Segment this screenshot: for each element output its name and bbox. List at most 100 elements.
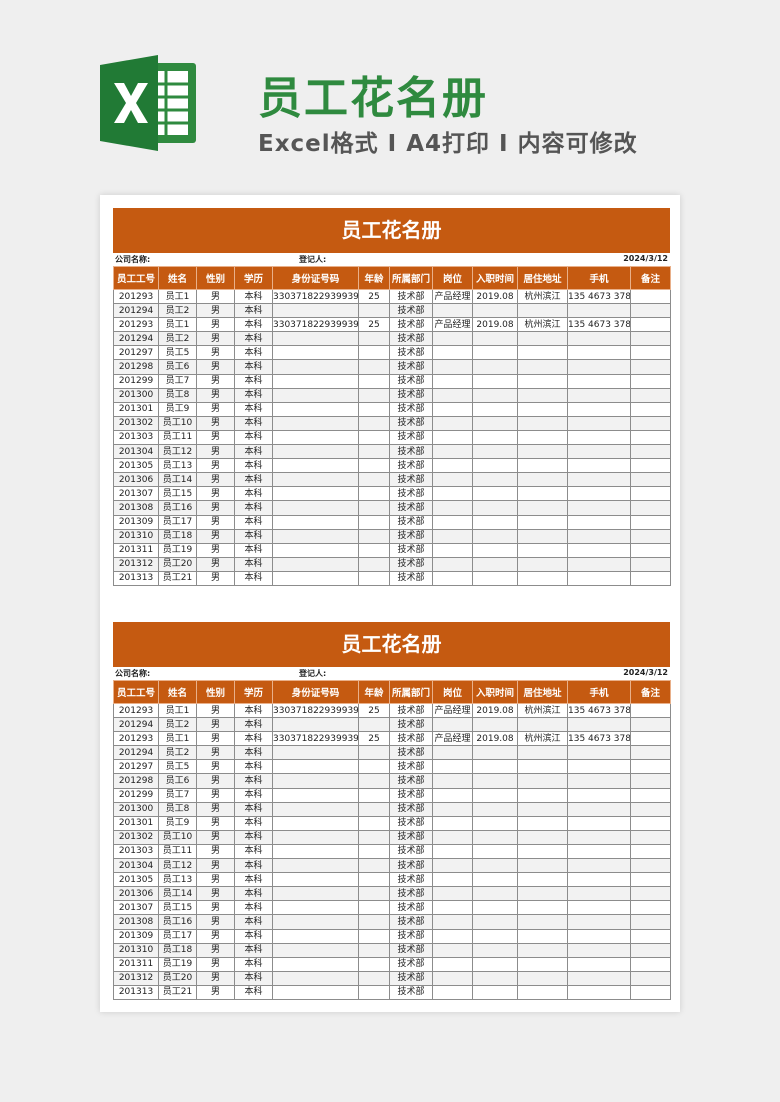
cell: 135 4673 3782 <box>567 702 631 719</box>
cell: 201306 <box>113 472 159 488</box>
staff-row: 201297 员工5 男本科 技术部 <box>113 759 671 775</box>
cell: 男 <box>196 444 235 460</box>
cell: 员工5 <box>158 345 197 361</box>
cell <box>358 801 390 817</box>
cell: 员工13 <box>158 872 197 888</box>
cell: 男 <box>196 556 235 572</box>
cell: 男 <box>196 787 235 803</box>
cell <box>630 731 671 747</box>
cell <box>432 415 473 431</box>
cell <box>630 858 671 874</box>
cell <box>358 345 390 361</box>
column-header: 员工工号 <box>113 680 159 704</box>
staff-row: 201313 员工21 男本科 技术部 <box>113 984 671 1000</box>
cell: 员工1 <box>158 317 197 333</box>
cell <box>472 486 518 502</box>
date: 2024/3/12 <box>623 254 668 263</box>
cell <box>272 444 359 460</box>
cell <box>630 787 671 803</box>
cell: 201311 <box>113 542 159 558</box>
cell <box>472 970 518 986</box>
cell <box>630 331 671 347</box>
cell <box>272 359 359 375</box>
cell <box>358 970 390 986</box>
cell: 本科 <box>234 444 273 460</box>
cell <box>472 801 518 817</box>
cell: 2019.08 <box>472 288 518 305</box>
staff-row: 201293员工1男本科33037182293993999925技术部产品经理2… <box>113 288 671 305</box>
cell <box>567 303 631 319</box>
cell: 本科 <box>234 514 273 530</box>
cell <box>517 429 568 446</box>
cell: 201308 <box>113 914 159 930</box>
cell <box>358 843 390 860</box>
cell: 本科 <box>234 288 273 305</box>
cell <box>432 759 473 775</box>
cell <box>358 914 390 930</box>
cell <box>567 570 631 586</box>
cell: 201293 <box>113 702 159 719</box>
cell <box>567 829 631 845</box>
cell <box>630 415 671 431</box>
cell: 201293 <box>113 317 159 333</box>
cell: 男 <box>196 288 235 305</box>
cell <box>630 556 671 572</box>
cell <box>432 345 473 361</box>
cell: 员工2 <box>158 717 197 733</box>
cell: 男 <box>196 717 235 733</box>
cell: 201293 <box>113 288 159 305</box>
cell: 员工2 <box>158 303 197 319</box>
cell: 本科 <box>234 331 273 347</box>
staff-row: 201294 员工2 男本科 技术部 <box>113 717 671 733</box>
cell: 男 <box>196 542 235 558</box>
cell <box>517 900 568 916</box>
paper: 员工花名册 公司名称: 登记人: 2024/3/12 员工工号 姓名 性别 学历 身份证号码 年龄… <box>100 195 680 1012</box>
cell: 男 <box>196 359 235 375</box>
cell: 201294 <box>113 745 159 761</box>
cell <box>272 928 359 944</box>
cell <box>517 970 568 986</box>
cell <box>567 914 631 930</box>
cell: 技术部 <box>389 570 433 586</box>
cell: 本科 <box>234 886 273 902</box>
cell <box>517 331 568 347</box>
cell <box>630 702 671 719</box>
cell: 员工11 <box>158 429 197 446</box>
cell <box>517 373 568 389</box>
cell: 技术部 <box>389 759 433 775</box>
column-header: 岗位 <box>432 680 473 704</box>
cell <box>472 942 518 958</box>
cell <box>358 444 390 460</box>
cell: 25 <box>358 702 390 719</box>
column-header: 身份证号码 <box>272 266 359 290</box>
cell <box>272 843 359 860</box>
cell <box>630 359 671 375</box>
cell: 201301 <box>113 815 159 831</box>
cell <box>472 787 518 803</box>
cell <box>472 429 518 446</box>
cell <box>630 373 671 389</box>
cell <box>630 472 671 488</box>
cell <box>272 373 359 389</box>
cell: 201297 <box>113 759 159 775</box>
staff-row: 201298 员工6 男本科 技术部 <box>113 773 671 789</box>
cell: 201300 <box>113 801 159 817</box>
cell <box>272 556 359 572</box>
cell: 201297 <box>113 345 159 361</box>
cell <box>517 928 568 944</box>
cell <box>517 415 568 431</box>
cell <box>517 486 568 502</box>
cell: 员工7 <box>158 787 197 803</box>
cell: 员工10 <box>158 829 197 845</box>
cell: 男 <box>196 387 235 403</box>
sheet-title: 员工花名册 <box>113 622 670 667</box>
column-header: 手机 <box>567 680 631 704</box>
cell <box>567 415 631 431</box>
cell <box>630 345 671 361</box>
cell <box>272 872 359 888</box>
cell: 201298 <box>113 773 159 789</box>
cell: 产品经理 <box>432 317 473 333</box>
staff-row: 201304 员工12 男本科 技术部 <box>113 444 671 460</box>
cell: 员工19 <box>158 542 197 558</box>
cell <box>432 956 473 972</box>
